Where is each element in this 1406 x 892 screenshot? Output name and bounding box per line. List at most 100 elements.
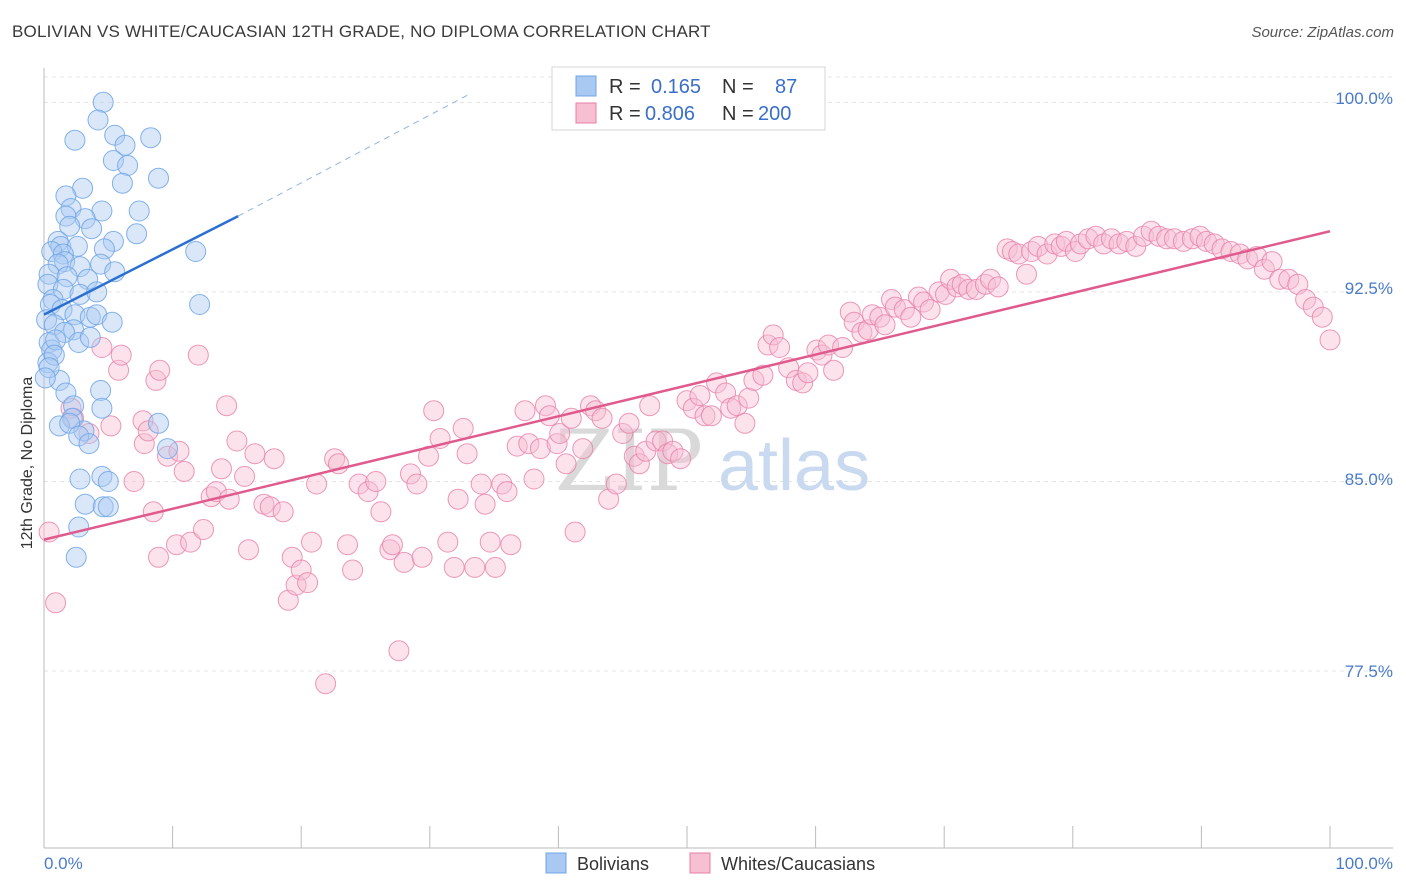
data-point-whites-caucasians xyxy=(1163,228,1185,250)
data-point-whites-caucasians xyxy=(823,359,845,381)
data-point-whites-caucasians xyxy=(382,534,403,556)
axes xyxy=(43,68,1393,849)
data-point-whites-caucasians xyxy=(216,395,238,417)
data-point-whites-caucasians xyxy=(1311,306,1333,328)
watermark-zip: ZIP xyxy=(555,412,703,510)
data-point-whites-caucasians xyxy=(514,400,536,422)
data-point-whites-caucasians xyxy=(694,405,716,427)
data-point-bolivians xyxy=(91,397,113,419)
data-point-whites-caucasians xyxy=(987,276,1009,298)
data-point-whites-caucasians xyxy=(297,572,319,594)
legend-swatch-bolivians xyxy=(575,75,597,97)
y-tick-label-92-5: 92.5% xyxy=(1345,279,1393,298)
data-point-whites-caucasians xyxy=(238,539,259,561)
data-point-whites-caucasians xyxy=(500,534,522,556)
data-point-whites-caucasians xyxy=(110,344,132,366)
data-point-whites-caucasians xyxy=(370,501,392,523)
data-point-bolivians xyxy=(74,208,96,230)
data-point-bolivians xyxy=(43,344,65,366)
series-whites-caucasians xyxy=(38,220,1341,695)
y-tick-label-77-5: 77.5% xyxy=(1345,662,1393,681)
data-point-whites-caucasians xyxy=(792,372,814,394)
data-point-bolivians xyxy=(66,235,88,257)
data-point-bolivians xyxy=(68,425,90,447)
data-point-bolivians xyxy=(114,134,136,156)
data-point-bolivians xyxy=(59,215,81,237)
data-point-whites-caucasians xyxy=(474,493,496,515)
data-point-bolivians xyxy=(111,172,133,194)
data-point-bolivians xyxy=(148,412,169,434)
data-point-whites-caucasians xyxy=(272,501,294,523)
data-point-bolivians xyxy=(97,496,119,518)
data-point-bolivians xyxy=(43,314,65,336)
data-point-whites-caucasians xyxy=(479,531,501,553)
data-point-whites-caucasians xyxy=(980,268,1001,290)
data-point-whites-caucasians xyxy=(180,531,202,553)
data-point-whites-caucasians xyxy=(618,412,640,434)
data-point-whites-caucasians xyxy=(211,458,232,480)
data-point-whites-caucasians xyxy=(157,445,178,467)
data-point-bolivians xyxy=(102,150,124,171)
data-point-whites-caucasians xyxy=(900,306,922,328)
data-point-whites-caucasians xyxy=(406,473,428,495)
data-point-whites-caucasians xyxy=(423,400,445,422)
data-point-bolivians xyxy=(148,167,169,189)
data-point-whites-caucasians xyxy=(281,546,303,568)
data-point-whites-caucasians xyxy=(133,433,155,455)
data-point-whites-caucasians xyxy=(628,453,650,475)
legend-r-value-2: 0.806 xyxy=(645,103,695,125)
data-point-bolivians xyxy=(52,243,74,265)
bottom-legend-swatch-whites xyxy=(689,852,711,874)
data-point-whites-caucasians xyxy=(605,473,627,495)
data-point-whites-caucasians xyxy=(263,448,285,470)
data-point-whites-caucasians xyxy=(148,546,169,568)
data-point-whites-caucasians xyxy=(657,443,679,465)
data-point-whites-caucasians xyxy=(572,438,594,460)
data-point-whites-caucasians xyxy=(738,387,760,409)
data-point-bolivians xyxy=(92,496,114,518)
data-point-whites-caucasians xyxy=(218,488,240,510)
data-point-bolivians xyxy=(74,493,96,515)
data-point-bolivians xyxy=(117,155,139,176)
data-point-whites-caucasians xyxy=(1269,268,1291,290)
data-point-whites-caucasians xyxy=(1008,243,1030,265)
data-point-bolivians xyxy=(87,109,109,131)
bottom-legend-whites: Whites/Caucasians xyxy=(721,854,875,874)
data-point-whites-caucasians xyxy=(1085,225,1107,247)
legend-n-value-2: 200 xyxy=(758,103,791,125)
data-point-whites-caucasians xyxy=(682,397,704,419)
data-point-whites-caucasians xyxy=(752,364,774,386)
watermark: ZIP atlas xyxy=(555,412,870,510)
data-point-whites-caucasians xyxy=(342,559,364,581)
data-point-bolivians xyxy=(185,241,207,262)
data-point-whites-caucasians xyxy=(166,534,187,556)
data-point-whites-caucasians xyxy=(523,468,545,490)
data-point-bolivians xyxy=(69,256,91,278)
y-tick-label-85: 85.0% xyxy=(1345,470,1393,489)
data-point-bolivians xyxy=(48,369,70,391)
data-point-whites-caucasians xyxy=(290,559,312,581)
x-tick-label-max: 100.0% xyxy=(1335,854,1393,873)
data-point-whites-caucasians xyxy=(464,556,486,578)
data-point-bolivians xyxy=(90,380,112,401)
data-point-whites-caucasians xyxy=(762,324,784,346)
y-tick-label-100: 100.0% xyxy=(1335,89,1393,108)
data-point-whites-caucasians xyxy=(1148,225,1170,247)
data-point-whites-caucasians xyxy=(1295,289,1317,310)
bottom-legend: Bolivians Whites/Caucasians xyxy=(545,852,875,874)
data-point-whites-caucasians xyxy=(1027,235,1049,257)
data-point-whites-caucasians xyxy=(437,531,459,553)
data-point-bolivians xyxy=(64,129,86,151)
data-point-whites-caucasians xyxy=(670,448,692,470)
bottom-legend-swatch-bolivians xyxy=(545,852,567,874)
data-point-whites-caucasians xyxy=(337,534,358,556)
data-point-whites-caucasians xyxy=(244,443,266,465)
data-point-whites-caucasians xyxy=(919,299,941,321)
data-point-whites-caucasians xyxy=(315,673,337,695)
data-point-whites-caucasians xyxy=(400,463,421,485)
data-point-bolivians xyxy=(34,367,56,389)
data-point-whites-caucasians xyxy=(388,640,410,662)
data-point-whites-caucasians xyxy=(447,488,469,510)
data-point-whites-caucasians xyxy=(1108,233,1130,255)
data-point-whites-caucasians xyxy=(365,471,387,492)
